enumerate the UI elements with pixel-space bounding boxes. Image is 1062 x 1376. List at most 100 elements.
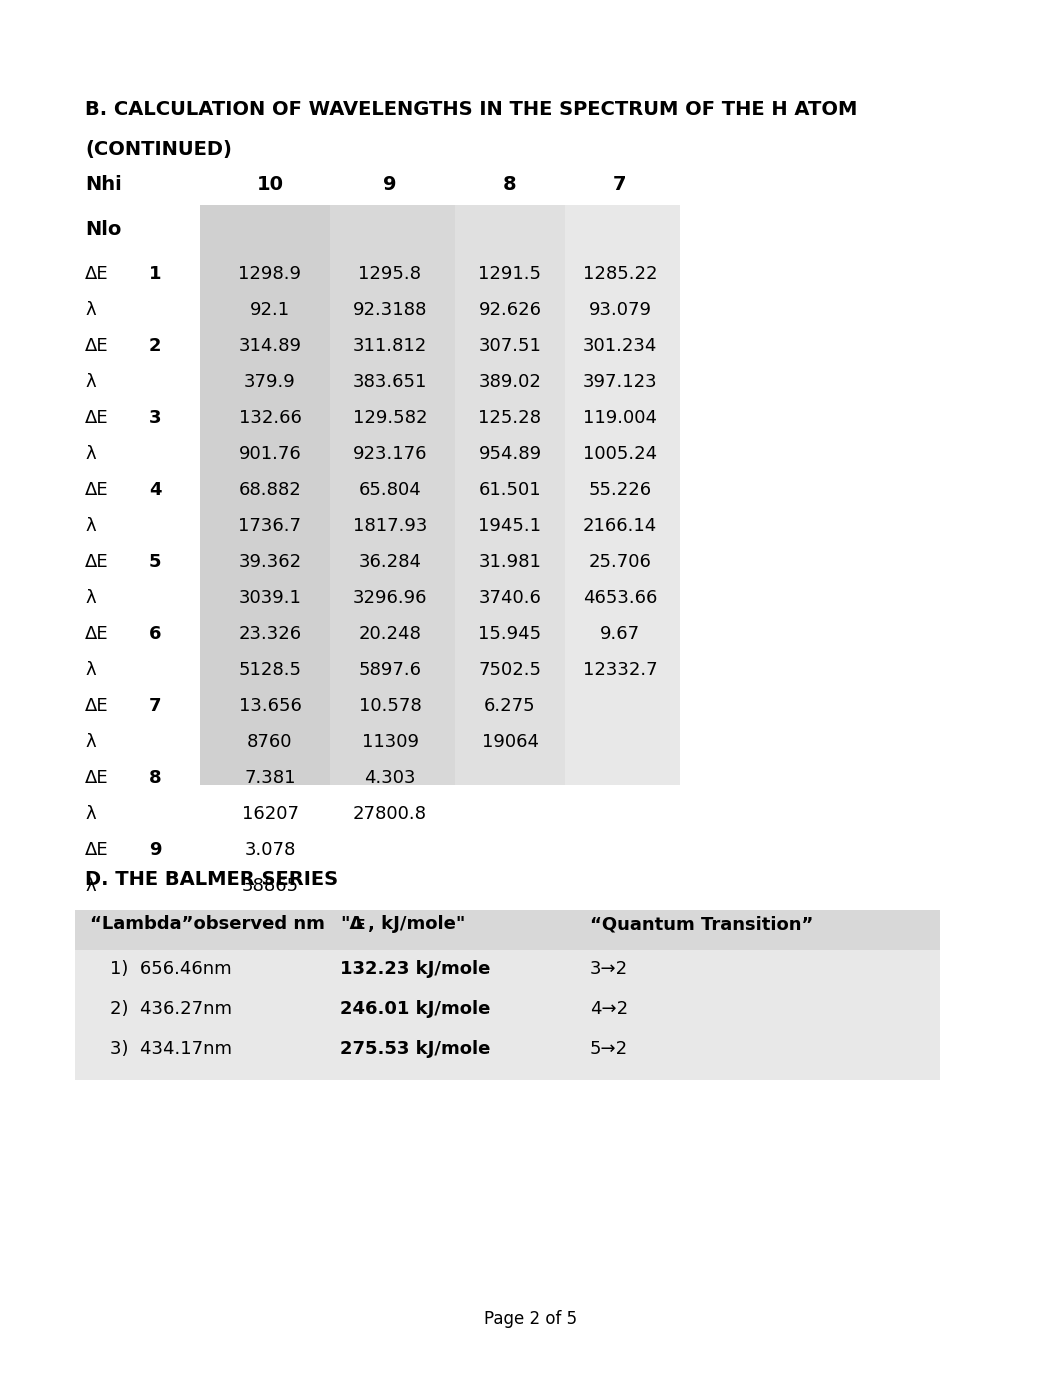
Text: 301.234: 301.234	[583, 337, 657, 355]
Text: 31.981: 31.981	[479, 553, 542, 571]
Text: 6: 6	[149, 625, 161, 643]
Text: 19064: 19064	[481, 733, 538, 751]
Text: ΔE: ΔE	[85, 625, 108, 643]
Text: λ: λ	[85, 444, 96, 462]
Text: ΔE: ΔE	[85, 841, 108, 859]
Text: 1291.5: 1291.5	[479, 266, 542, 283]
Text: 5: 5	[149, 553, 161, 571]
Text: 9.67: 9.67	[600, 625, 640, 643]
Text: 8760: 8760	[247, 733, 293, 751]
Text: 11309: 11309	[361, 733, 418, 751]
Text: 8: 8	[149, 769, 161, 787]
Text: 307.51: 307.51	[479, 337, 542, 355]
Text: 132.66: 132.66	[239, 409, 302, 427]
Text: 1295.8: 1295.8	[359, 266, 422, 283]
Bar	[455, 205, 565, 784]
Text: ΔE: ΔE	[85, 769, 108, 787]
Text: ΔE: ΔE	[85, 553, 108, 571]
Text: 3039.1: 3039.1	[239, 589, 302, 607]
Text: 1736.7: 1736.7	[239, 517, 302, 535]
Text: 12332.7: 12332.7	[583, 660, 657, 678]
Text: 25.706: 25.706	[588, 553, 651, 571]
Text: 3: 3	[149, 409, 161, 427]
Text: 4.303: 4.303	[364, 769, 415, 787]
Text: 9: 9	[383, 175, 397, 194]
Text: 92.1: 92.1	[250, 301, 290, 319]
Text: 1285.22: 1285.22	[583, 266, 657, 283]
Text: 13.656: 13.656	[239, 698, 302, 716]
Text: 397.123: 397.123	[583, 373, 657, 391]
Text: 68.882: 68.882	[239, 482, 302, 499]
Text: 1: 1	[149, 266, 161, 283]
Text: λ: λ	[85, 373, 96, 391]
Text: 2166.14: 2166.14	[583, 517, 657, 535]
Text: λ: λ	[85, 589, 96, 607]
Bar	[200, 205, 330, 784]
Text: 954.89: 954.89	[479, 444, 542, 462]
Bar	[330, 205, 455, 784]
Text: 3.078: 3.078	[244, 841, 295, 859]
Text: Nhi: Nhi	[85, 175, 122, 194]
Text: “Lambda”observed nm: “Lambda”observed nm	[90, 915, 325, 933]
Text: 7502.5: 7502.5	[479, 660, 542, 678]
Text: 10: 10	[257, 175, 284, 194]
Text: 311.812: 311.812	[353, 337, 427, 355]
Text: 5→2: 5→2	[590, 1040, 628, 1058]
Text: 389.02: 389.02	[479, 373, 542, 391]
Text: 61.501: 61.501	[479, 482, 542, 499]
Text: D. THE BALMER SERIES: D. THE BALMER SERIES	[85, 870, 338, 889]
Text: 901.76: 901.76	[239, 444, 302, 462]
Text: 15.945: 15.945	[479, 625, 542, 643]
Text: E: E	[356, 918, 365, 932]
Text: 4: 4	[149, 482, 161, 499]
Text: 314.89: 314.89	[239, 337, 302, 355]
Text: 132.23 kJ/mole: 132.23 kJ/mole	[340, 960, 491, 978]
Text: 1005.24: 1005.24	[583, 444, 657, 462]
Text: 38865: 38865	[241, 877, 298, 894]
Text: λ: λ	[85, 660, 96, 678]
Text: 4→2: 4→2	[590, 1000, 628, 1018]
Text: 3)  434.17nm: 3) 434.17nm	[110, 1040, 232, 1058]
Text: 119.004: 119.004	[583, 409, 657, 427]
Text: 275.53 kJ/mole: 275.53 kJ/mole	[340, 1040, 491, 1058]
Text: 9: 9	[149, 841, 161, 859]
Text: λ: λ	[85, 301, 96, 319]
Text: 125.28: 125.28	[479, 409, 542, 427]
Text: 55.226: 55.226	[588, 482, 652, 499]
Text: 3→2: 3→2	[590, 960, 628, 978]
Text: 383.651: 383.651	[353, 373, 427, 391]
Text: ΔE: ΔE	[85, 337, 108, 355]
Bar	[565, 205, 680, 784]
Text: ΔE: ΔE	[85, 266, 108, 283]
Text: 92.3188: 92.3188	[353, 301, 427, 319]
Text: 7.381: 7.381	[244, 769, 295, 787]
Text: 36.284: 36.284	[359, 553, 422, 571]
Text: 65.804: 65.804	[359, 482, 422, 499]
Text: 27800.8: 27800.8	[353, 805, 427, 823]
Text: Page 2 of 5: Page 2 of 5	[484, 1310, 578, 1328]
Text: 23.326: 23.326	[239, 625, 302, 643]
Text: ΔE: ΔE	[85, 409, 108, 427]
Text: (CONTINUED): (CONTINUED)	[85, 140, 232, 160]
Text: 1)  656.46nm: 1) 656.46nm	[110, 960, 232, 978]
Text: “Quantum Transition”: “Quantum Transition”	[590, 915, 813, 933]
Text: 1817.93: 1817.93	[353, 517, 427, 535]
Text: 93.079: 93.079	[588, 301, 651, 319]
Text: 39.362: 39.362	[239, 553, 302, 571]
Text: ΔE: ΔE	[85, 698, 108, 716]
Text: λ: λ	[85, 733, 96, 751]
Text: 8: 8	[503, 175, 517, 194]
Text: 2: 2	[149, 337, 161, 355]
Text: 10.578: 10.578	[359, 698, 422, 716]
Text: λ: λ	[85, 517, 96, 535]
Text: 6.275: 6.275	[484, 698, 536, 716]
Text: 379.9: 379.9	[244, 373, 296, 391]
Text: 923.176: 923.176	[353, 444, 427, 462]
Text: λ: λ	[85, 805, 96, 823]
Text: 246.01 kJ/mole: 246.01 kJ/mole	[340, 1000, 491, 1018]
Text: 7: 7	[149, 698, 161, 716]
Text: 1298.9: 1298.9	[239, 266, 302, 283]
Text: 7: 7	[613, 175, 627, 194]
Text: 5897.6: 5897.6	[359, 660, 422, 678]
Text: 3740.6: 3740.6	[479, 589, 542, 607]
